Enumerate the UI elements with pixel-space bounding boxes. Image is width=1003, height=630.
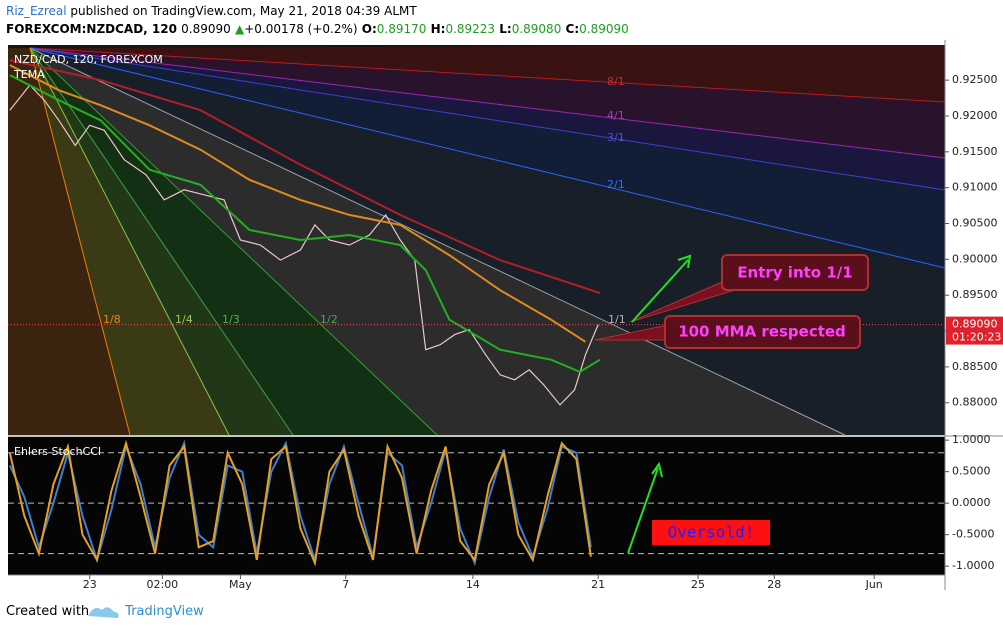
y-tick-label: 0.89500 bbox=[952, 288, 998, 301]
fan-line bbox=[29, 47, 846, 436]
ohlc-label: O: bbox=[361, 22, 377, 36]
callout-box bbox=[721, 254, 869, 291]
change: +0.00178 (+0.2%) bbox=[244, 22, 358, 36]
annotations: Entry into 1/1 100 MMA respected Oversol… bbox=[594, 254, 869, 554]
y-tick-label: 0.5000 bbox=[952, 465, 991, 478]
y-tick-label: -0.5000 bbox=[952, 528, 994, 541]
x-tick-label: May bbox=[229, 578, 252, 591]
annotation: 100 MMA respected bbox=[678, 323, 846, 341]
ohlc-value: 0.89170 bbox=[376, 22, 427, 36]
series-line bbox=[9, 74, 601, 374]
fan-label: 1/4 bbox=[175, 313, 193, 326]
price-tag bbox=[946, 316, 1003, 345]
fan-label: 1/2 bbox=[320, 313, 338, 326]
y-tick-label: 0.92000 bbox=[952, 109, 998, 122]
ohlc: O:0.89170 H:0.89223 L:0.89080 C:0.89090 bbox=[362, 22, 629, 36]
y-tick-label: 0.88500 bbox=[952, 360, 998, 373]
fan-zone bbox=[30, 45, 945, 102]
annotation: Entry into 1/1 bbox=[737, 264, 852, 282]
x-tick-label: 28 bbox=[767, 578, 781, 591]
ohlc-label: C: bbox=[565, 22, 580, 36]
publish-line: Riz_Ezreal published on TradingView.com,… bbox=[6, 4, 417, 18]
y-tick-label: 0.91500 bbox=[952, 145, 998, 158]
y-tick-label: 1.0000 bbox=[952, 433, 991, 446]
ohlc-label: L: bbox=[499, 22, 512, 36]
footer-logo bbox=[88, 607, 119, 618]
published: published on TradingView.com, May 21, 20… bbox=[70, 4, 417, 18]
indicator-label: TEMA bbox=[13, 68, 45, 81]
y-tick-label: 0.0000 bbox=[952, 496, 991, 509]
fan-label: 8/1 bbox=[607, 75, 625, 88]
x-tick-label: 02:00 bbox=[146, 578, 178, 591]
y-tick-label: 0.92500 bbox=[952, 73, 998, 86]
arrow-head bbox=[651, 461, 663, 478]
ohlc-value: 0.89080 bbox=[511, 22, 562, 36]
x-tick-label: 7 bbox=[342, 578, 349, 591]
fan-line bbox=[29, 47, 131, 436]
series-line bbox=[9, 84, 599, 406]
series-line bbox=[9, 59, 601, 295]
osc-title: Ehlers StochCCI bbox=[14, 445, 101, 458]
fan-line bbox=[29, 47, 946, 269]
fan-label: 1/1 bbox=[608, 313, 626, 326]
ohlc-value: 0.89223 bbox=[445, 22, 496, 36]
fan-line bbox=[29, 47, 946, 191]
footer: Created with TradingView bbox=[6, 604, 204, 619]
annotation: Oversold! bbox=[668, 523, 755, 542]
y-tick-label: 0.90500 bbox=[952, 217, 998, 230]
fan-line bbox=[29, 47, 230, 436]
logo bbox=[88, 607, 119, 618]
quote-line: FOREXCOM:NZDCAD, 120 0.89090 ▲+0.00178 (… bbox=[6, 22, 629, 36]
callout-box bbox=[652, 520, 770, 545]
fan-zone bbox=[8, 48, 130, 435]
chart-title: NZD/CAD, 120, FOREXCOM bbox=[14, 53, 163, 66]
countdown: 01:20:23 bbox=[952, 331, 1001, 344]
created: Created with bbox=[6, 604, 90, 619]
y-tick-label: 0.88000 bbox=[952, 396, 998, 409]
x-tick-label: 25 bbox=[691, 578, 705, 591]
x-tick-label: Jun bbox=[865, 578, 883, 591]
author: Riz_Ezreal bbox=[6, 4, 67, 18]
fan-line bbox=[29, 47, 946, 103]
fan-line bbox=[29, 47, 946, 159]
series-line bbox=[8, 439, 592, 567]
price-tag-label: 0.89090 bbox=[952, 318, 998, 331]
series-line bbox=[9, 64, 587, 343]
ohlc-value: 0.89090 bbox=[579, 22, 629, 36]
symbol: FOREXCOM:NZDCAD, 120 bbox=[6, 22, 177, 36]
x-tick-label: 23 bbox=[83, 578, 97, 591]
arrow bbox=[631, 259, 689, 323]
fan-label: 1/8 bbox=[103, 313, 121, 326]
x-tick-label: 14 bbox=[466, 578, 480, 591]
gann-fan bbox=[8, 45, 946, 436]
ohlc-label: H: bbox=[430, 22, 446, 36]
fan-line bbox=[29, 47, 438, 436]
fan-label: 4/1 bbox=[607, 109, 625, 122]
callout-box bbox=[664, 315, 861, 349]
fan-line bbox=[29, 47, 294, 436]
y-tick-label: 0.90000 bbox=[952, 252, 998, 265]
fan-label: 1/3 bbox=[222, 313, 240, 326]
arrow-head bbox=[677, 254, 692, 269]
arrow bbox=[627, 467, 659, 554]
fan-label: 2/1 bbox=[607, 178, 625, 191]
y-tick-label: 0.91000 bbox=[952, 181, 998, 194]
y-tick-label: -1.0000 bbox=[952, 559, 994, 572]
brand[interactable]: TradingView bbox=[125, 604, 204, 619]
fan-label: 3/1 bbox=[607, 131, 625, 144]
series-line bbox=[8, 439, 592, 567]
arrow: ▲ bbox=[234, 22, 245, 36]
x-tick-label: 21 bbox=[591, 578, 605, 591]
price: 0.89090 bbox=[181, 22, 231, 36]
